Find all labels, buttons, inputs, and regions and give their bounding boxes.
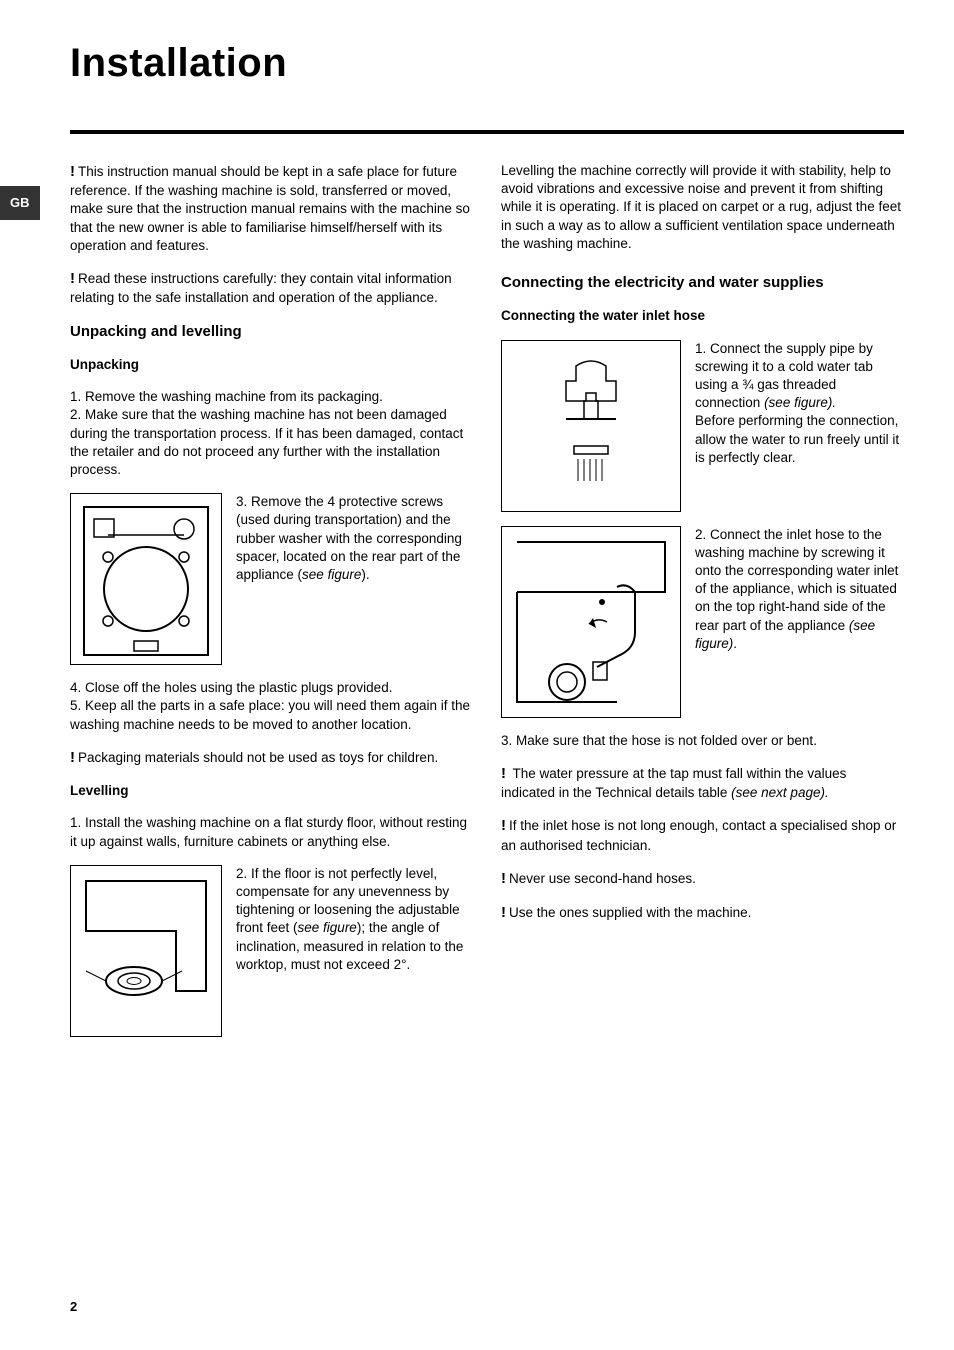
text: ).	[361, 567, 369, 582]
heading-levelling: Levelling	[70, 782, 473, 800]
rear-panel-icon	[76, 499, 216, 659]
text-italic: (see next page).	[731, 785, 829, 800]
packaging-warning: Packaging materials should not be used a…	[70, 748, 473, 768]
text-italic: (see figure).	[764, 395, 836, 410]
inlet-step-2: 2. Connect the inlet hose to the washing…	[695, 526, 904, 654]
text-italic: see figure	[302, 567, 361, 582]
intro-warning-2: Read these instructions carefully: they …	[70, 269, 473, 307]
levelling-step-2: 2. If the floor is not perfectly level, …	[236, 865, 473, 974]
figure-row-tap: 1. Connect the supply pipe by screwing i…	[501, 340, 904, 512]
figure-rear-panel	[70, 493, 222, 665]
figure-foot	[70, 865, 222, 1037]
figure-row-rear-panel: 3. Remove the 4 protective screws (used …	[70, 493, 473, 665]
levelling-continued: Levelling the machine correctly will pro…	[501, 162, 904, 253]
inlet-icon	[507, 532, 675, 712]
unpack-steps-1-2: 1. Remove the washing machine from its p…	[70, 388, 473, 479]
page: Installation GB This instruction manual …	[0, 0, 954, 1081]
inlet-step-3: 3. Make sure that the hose is not folded…	[501, 732, 904, 750]
inlet-step-1: 1. Connect the supply pipe by screwing i…	[695, 340, 904, 468]
figure-row-inlet: 2. Connect the inlet hose to the washing…	[501, 526, 904, 718]
intro-warning-1: This instruction manual should be kept i…	[70, 162, 473, 255]
unpack-step-3: 3. Remove the 4 protective screws (used …	[236, 493, 473, 584]
unpack-steps-4-5: 4. Close off the holes using the plastic…	[70, 679, 473, 734]
foot-icon	[76, 871, 216, 1031]
heading-connecting: Connecting the electricity and water sup…	[501, 273, 904, 293]
heading-inlet-hose: Connecting the water inlet hose	[501, 307, 904, 325]
supplied-hose-warning: Use the ones supplied with the machine.	[501, 903, 904, 923]
levelling-step-1: 1. Install the washing machine on a flat…	[70, 814, 473, 850]
heading-unpacking: Unpacking	[70, 356, 473, 374]
second-hand-hose-warning: Never use second-hand hoses.	[501, 869, 904, 889]
content-columns: This instruction manual should be kept i…	[70, 162, 904, 1051]
hose-length-warning: If the inlet hose is not long enough, co…	[501, 816, 904, 854]
water-pressure-warning: The water pressure at the tap must fall …	[501, 764, 904, 802]
figure-inlet	[501, 526, 681, 718]
page-number: 2	[70, 1298, 77, 1316]
left-column: This instruction manual should be kept i…	[70, 162, 473, 1051]
figure-tap	[501, 340, 681, 512]
horizontal-rule	[70, 130, 904, 134]
figure-row-foot: 2. If the floor is not perfectly level, …	[70, 865, 473, 1037]
text: .	[733, 636, 737, 651]
text-italic: see figure	[298, 920, 357, 935]
heading-unpacking-levelling: Unpacking and levelling	[70, 322, 473, 342]
text: Before performing the connection, allow …	[695, 413, 899, 464]
right-column: Levelling the machine correctly will pro…	[501, 162, 904, 1051]
language-badge: GB	[0, 186, 40, 220]
tap-icon	[536, 351, 646, 501]
page-title: Installation	[70, 36, 904, 90]
